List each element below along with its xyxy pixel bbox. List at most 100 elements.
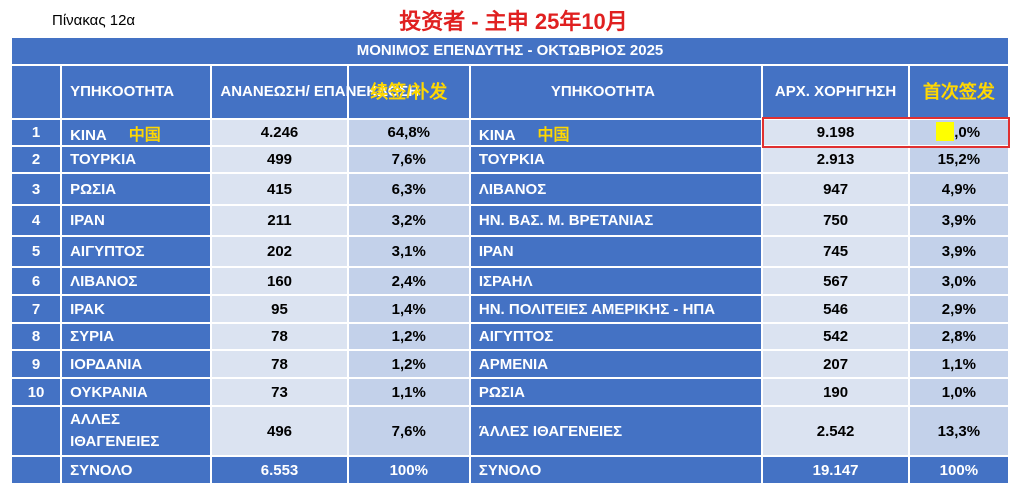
column-header: ΥΠΗΚΟΟΤΗΤΑ xyxy=(468,64,764,120)
table-cell xyxy=(9,405,63,457)
table-cell: 2,8% xyxy=(907,322,1011,351)
table-cell: ΣΥΝΟΛΟ xyxy=(60,455,213,485)
table-cell: 1,2% xyxy=(346,322,471,351)
table-cell: 7,6% xyxy=(346,145,471,174)
table-cell: 1,0% xyxy=(907,377,1011,407)
table-cell: 6.553 xyxy=(210,455,349,485)
table-cell: 499 xyxy=(210,145,349,174)
table-cell: 3,2% xyxy=(346,204,471,237)
table-cell: 3,1% xyxy=(346,235,471,268)
table-cell: 9.198 xyxy=(761,118,910,147)
table-cell: 78 xyxy=(210,349,349,379)
table-cell: 190 xyxy=(761,377,910,407)
table-cell: ΚΙΝΑ 中国 xyxy=(468,118,764,147)
table-cell: 7 xyxy=(9,294,63,324)
table-cell: ΟΥΚΡΑΝΙΑ xyxy=(60,377,213,407)
table-cell: 745 xyxy=(761,235,910,268)
table-cell: 546 xyxy=(761,294,910,324)
table-cell: 8 xyxy=(9,322,63,351)
table-cell: 202 xyxy=(210,235,349,268)
table-cell: 95 xyxy=(210,294,349,324)
table-cell: 750 xyxy=(761,204,910,237)
table-cell: ΙΟΡΔΑΝΙΑ xyxy=(60,349,213,379)
table-cell: 4.246 xyxy=(210,118,349,147)
column-header: ΥΠΗΚΟΟΤΗΤΑ xyxy=(60,64,213,120)
annotation: 中国 xyxy=(537,126,570,144)
table-cell: ΛΙΒΑΝΟΣ xyxy=(60,266,213,296)
table-cell: ΡΩΣΙΑ xyxy=(468,377,764,407)
table-cell: 64,8% xyxy=(346,118,471,147)
table-cell: 3 xyxy=(9,172,63,206)
table-cell: 496 xyxy=(210,405,349,457)
table-cell xyxy=(9,455,63,485)
table-cell: 100% xyxy=(346,455,471,485)
column-header: ΑΝΑΝΕΩΣΗ/ ΕΠΑΝΕΚΔΟΣΗ xyxy=(210,64,419,120)
table-body: ΜΟΝΙΜΟΣ ΕΠΕΝΔΥΤΗΣ - ΟΚΤΩΒΡΙΟΣ 2025 ΥΠΗΚΟ… xyxy=(9,36,1011,485)
table-row: 9 ΙΟΡΔΑΝΙΑ 78 1,2% ΑΡΜΕΝΙΑ 207 1,1% xyxy=(9,349,1011,379)
table-cell: 73 xyxy=(210,377,349,407)
table-cell: 4,9% xyxy=(907,172,1011,206)
table-cell: 9 xyxy=(9,349,63,379)
table-cell: 1,2% xyxy=(346,349,471,379)
table-cell: 1 xyxy=(9,118,63,147)
table-caption: ΜΟΝΙΜΟΣ ΕΠΕΝΔΥΤΗΣ - ΟΚΤΩΒΡΙΟΣ 2025 xyxy=(10,36,1010,66)
table-cell: 3,9% xyxy=(907,235,1011,268)
column-header xyxy=(9,64,63,120)
table-cell: 2.913 xyxy=(761,145,910,174)
caption-row: ΜΟΝΙΜΟΣ ΕΠΕΝΔΥΤΗΣ - ΟΚΤΩΒΡΙΟΣ 2025 xyxy=(10,36,1010,66)
table-cell: 947 xyxy=(761,172,910,206)
table-cell: 2 xyxy=(9,145,63,174)
column-header: 首次签发 xyxy=(907,64,1011,120)
table-cell: ΙΡΑΚ xyxy=(60,294,213,324)
table-cell: 5 xyxy=(9,235,63,268)
table-cell: 207 xyxy=(761,349,910,379)
column-header: ΑΡΧ. ΧΟΡΗΓΗΣΗ xyxy=(761,64,910,120)
column-header: 续签/补发 xyxy=(346,64,471,120)
table-cell: ΣΥΝΟΛΟ xyxy=(468,455,764,485)
table-cell: 2.542 xyxy=(761,405,910,457)
table-row: 6 ΛΙΒΑΝΟΣ 160 2,4% ΙΣΡΑΗΛ 567 3,0% xyxy=(9,266,1011,296)
table-cell: ΆΛΛΕΣ ΙΘΑΓΕΝΕΙΕΣ xyxy=(468,405,764,457)
table-cell: ΙΡΑΝ xyxy=(60,204,213,237)
page-title: 投资者 - 主申 25年10月 xyxy=(399,9,628,34)
highlight-box xyxy=(762,117,1010,148)
table-cell: 10 xyxy=(9,377,63,407)
annotation: 中国 xyxy=(128,126,161,144)
table-cell: ΗΝ. ΒΑΣ. Μ. ΒΡΕΤΑΝΙΑΣ xyxy=(468,204,764,237)
table-row: 10 ΟΥΚΡΑΝΙΑ 73 1,1% ΡΩΣΙΑ 190 1,0% xyxy=(9,377,1011,407)
table-cell: 4 xyxy=(9,204,63,237)
table-cell: 6,3% xyxy=(346,172,471,206)
table-row: 7 ΙΡΑΚ 95 1,4% ΗΝ. ΠΟΛΙΤΕΙΕΣ ΑΜΕΡΙΚΗΣ - ΗΠΑ 5… xyxy=(9,294,1011,324)
table-cell: 1,1% xyxy=(907,349,1011,379)
table-cell: 13,3% xyxy=(907,405,1011,457)
data-table: ΜΟΝΙΜΟΣ ΕΠΕΝΔΥΤΗΣ - ΟΚΤΩΒΡΙΟΣ 2025 ΥΠΗΚΟ… xyxy=(9,36,1011,485)
table-cell: 3,9% xyxy=(907,204,1011,237)
table-cell: 6 xyxy=(9,266,63,296)
table-cell: ΛΙΒΑΝΟΣ xyxy=(468,172,764,206)
table-cell: 3,0% xyxy=(907,266,1011,296)
table-cell: ΗΝ. ΠΟΛΙΤΕΙΕΣ ΑΜΕΡΙΚΗΣ - ΗΠΑ xyxy=(468,294,764,324)
table-cell: ΑΙΓΥΠΤΟΣ xyxy=(60,235,213,268)
table-cell: ΑΙΓΥΠΤΟΣ xyxy=(468,322,764,351)
table-row: ΣΥΝΟΛΟ 6.553 100% ΣΥΝΟΛΟ 19.147 100% xyxy=(9,455,1011,485)
table-cell: ΙΣΡΑΗΛ xyxy=(468,266,764,296)
table-cell: ΑΛΛΕΣ ΙΘΑΓΕΝΕΙΕΣ xyxy=(60,405,213,457)
table-row: ΑΛΛΕΣ ΙΘΑΓΕΝΕΙΕΣ 496 7,6% ΆΛΛΕΣ ΙΘΑΓΕΝΕΙΕΣ 2… xyxy=(9,405,1011,457)
table-cell: 19.147 xyxy=(761,455,910,485)
table-cell: 78 xyxy=(210,322,349,351)
header-row: ΥΠΗΚΟΟΤΗΤΑ ΑΝΑΝΕΩΣΗ/ ΕΠΑΝΕΚΔΟΣΗ 续签/补发 ΥΠΗΚΟ… xyxy=(9,64,1011,120)
table-row: 2 ΤΟΥΡΚΙΑ 499 7,6% ΤΟΥΡΚΙΑ 2.913 15,2% xyxy=(9,145,1011,174)
table-label: Πίνακας 12α xyxy=(52,12,136,29)
table-cell: 542 xyxy=(761,322,910,351)
table-cell: 2,4% xyxy=(346,266,471,296)
table-cell: ΑΡΜΕΝΙΑ xyxy=(468,349,764,379)
table-cell: 211 xyxy=(210,204,349,237)
table-cell: 160 xyxy=(210,266,349,296)
table-cell: 567 xyxy=(761,266,910,296)
table-cell: 415 xyxy=(210,172,349,206)
table-cell: 15,2% xyxy=(907,145,1011,174)
table-cell: 7,6% xyxy=(346,405,471,457)
table-row: 4 ΙΡΑΝ 211 3,2% ΗΝ. ΒΑΣ. Μ. ΒΡΕΤΑΝΙΑΣ 750 3,9% xyxy=(9,204,1011,237)
table-cell: 100% xyxy=(907,455,1011,485)
